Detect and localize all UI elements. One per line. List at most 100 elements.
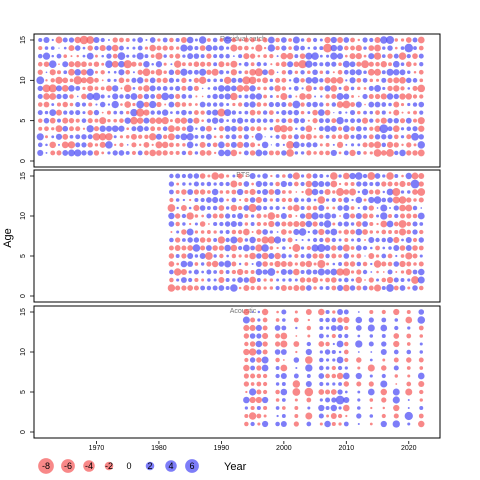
residual-bubble [194,151,199,155]
residual-bubble [417,276,425,284]
residual-bubble [174,213,181,219]
residual-bubble [181,253,187,259]
residual-bubble [187,237,193,243]
residual-bubble [50,150,56,156]
residual-bubble [231,37,237,43]
residual-bubble [331,245,337,251]
residual-bubble [55,109,62,116]
residual-bubble [105,125,112,132]
residual-bubble [249,396,256,404]
residual-bubble [225,181,230,187]
residual-bubble [362,142,368,148]
residual-bubble [417,141,425,149]
residual-bubble [186,133,194,141]
residual-bubble [387,253,393,259]
residual-bubble [200,126,206,132]
legend-item: 0 [126,461,131,471]
residual-bubble [118,77,125,84]
residual-bubble [318,213,324,219]
residual-bubble [173,268,182,276]
residual-bubble [68,45,75,52]
residual-bubble [199,205,206,211]
residual-bubble [318,221,324,227]
residual-bubble [244,45,249,51]
residual-bubble [207,38,211,42]
residual-bubble [412,37,418,43]
residual-bubble [319,350,323,354]
residual-bubble [199,237,206,243]
residual-bubble [367,324,375,332]
residual-bubble [417,149,425,157]
residual-bubble [300,174,305,178]
residual-bubble [175,110,180,115]
y-tick-label: 10 [20,348,27,356]
residual-bubble [419,342,423,346]
residual-bubble [281,309,287,315]
residual-bubble [418,181,424,187]
residual-bubble [326,334,330,338]
residual-bubble [400,62,405,66]
residual-bubble [218,61,225,68]
residual-bubble [274,325,281,331]
legend-item: -8 [38,458,54,474]
residual-bubble [356,413,362,419]
residual-bubble [356,77,362,83]
residual-bubble [163,62,167,66]
residual-bubble [380,348,387,356]
residual-bubble [262,150,268,156]
residual-bubble [225,190,230,194]
residual-bubble [306,150,312,156]
residual-bubble [69,78,74,83]
residual-bubble [280,92,288,100]
residual-bubble [224,221,231,227]
residual-bubble [393,134,399,140]
residual-bubble [230,284,238,292]
residual-bubble [342,372,350,380]
residual-bubble [406,261,412,267]
residual-bubble [201,95,204,98]
residual-bubble [387,53,393,59]
residual-bubble [350,118,355,124]
residual-bubble [406,381,412,387]
residual-bubble [68,61,75,68]
residual-bubble [344,390,348,394]
residual-bubble [331,61,337,67]
residual-bubble [238,262,242,266]
residual-bubble [399,118,406,124]
residual-bubble [193,269,199,275]
residual-bubble [37,85,43,92]
residual-bubble [318,126,324,132]
residual-bubble [342,100,351,109]
residual-bubble [286,149,294,157]
panel-title: Acoustic [230,308,257,315]
residual-bubble [244,357,249,363]
residual-bubble [281,61,287,67]
residual-bubble [81,61,87,68]
residual-bubble [319,189,324,195]
residual-bubble [99,141,106,148]
residual-bubble [313,198,317,202]
residual-bubble [175,198,180,202]
residual-bubble [243,134,249,140]
residual-bubble [262,197,268,203]
residual-bubble [338,238,342,242]
residual-bubble [320,95,323,98]
residual-bubble [318,413,324,419]
residual-bubble [206,142,211,147]
residual-bubble [412,78,418,83]
residual-bubble [105,133,113,141]
residual-bubble [168,212,175,220]
residual-bubble [163,70,167,75]
residual-bubble [324,109,331,116]
residual-bubble [63,70,68,75]
residual-bubble [251,311,254,313]
residual-bubble [331,197,336,203]
residual-bubble [149,149,157,157]
residual-bubble [187,69,193,75]
residual-bubble [86,125,94,133]
residual-bubble [392,388,400,396]
residual-bubble [386,276,394,284]
residual-bubble [376,207,379,209]
residual-bubble [392,396,400,404]
residual-bubble [255,44,263,52]
